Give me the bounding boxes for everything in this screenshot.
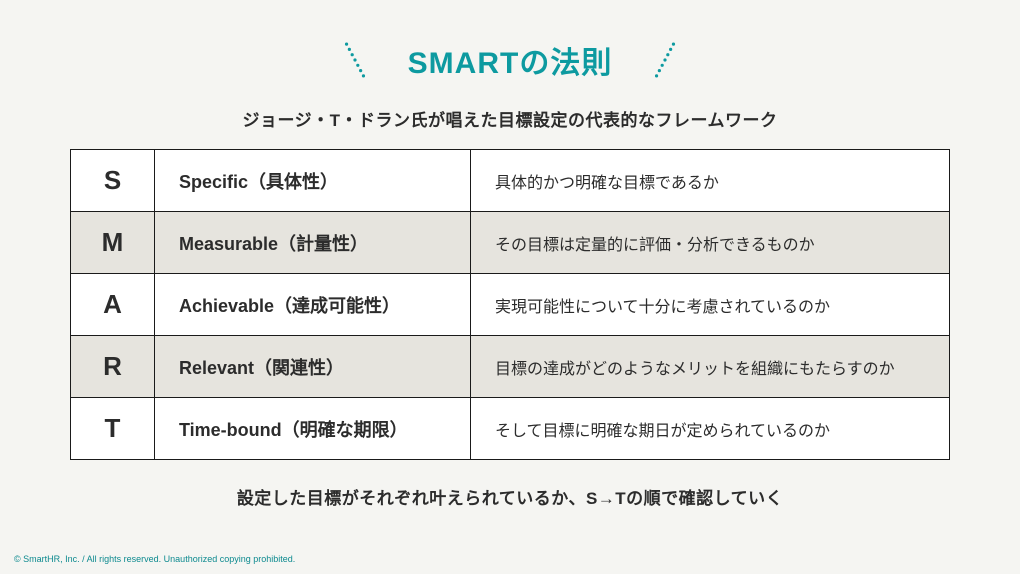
cell-description: 目標の達成がどのようなメリットを組織にもたらすのか — [471, 336, 950, 398]
cell-description: そして目標に明確な期日が定められているのか — [471, 398, 950, 460]
cell-term: Relevant（関連性） — [155, 336, 471, 398]
slide-root: SMARTの法則 ジョージ・T・ドラン氏が唱えた目標設定の代表的なフレームワーク… — [0, 0, 1020, 574]
decoration-dots-left-icon — [330, 39, 380, 81]
table-row: AAchievable（達成可能性）実現可能性について十分に考慮されているのか — [71, 274, 950, 336]
cell-description: 具体的かつ明確な目標であるか — [471, 150, 950, 212]
footer-note: 設定した目標がそれぞれ叶えられているか、S→Tの順で確認していく — [237, 484, 783, 509]
decoration-dots-right-icon — [640, 39, 690, 81]
copyright-text: © SmartHR, Inc. / All rights reserved. U… — [14, 554, 295, 564]
cell-letter: R — [71, 336, 155, 398]
smart-table-body: SSpecific（具体性）具体的かつ明確な目標であるかMMeasurable（… — [71, 150, 950, 460]
cell-description: その目標は定量的に評価・分析できるものか — [471, 212, 950, 274]
cell-letter: S — [71, 150, 155, 212]
cell-term: Time-bound（明確な期限） — [155, 398, 471, 460]
smart-table: SSpecific（具体性）具体的かつ明確な目標であるかMMeasurable（… — [70, 149, 950, 460]
cell-letter: A — [71, 274, 155, 336]
cell-letter: T — [71, 398, 155, 460]
table-row: TTime-bound（明確な期限）そして目標に明確な期日が定められているのか — [71, 398, 950, 460]
cell-term: Achievable（達成可能性） — [155, 274, 471, 336]
page-title: SMARTの法則 — [408, 38, 613, 82]
table-row: MMeasurable（計量性）その目標は定量的に評価・分析できるものか — [71, 212, 950, 274]
table-row: RRelevant（関連性）目標の達成がどのようなメリットを組織にもたらすのか — [71, 336, 950, 398]
title-row: SMARTの法則 — [330, 38, 691, 82]
cell-letter: M — [71, 212, 155, 274]
cell-term: Specific（具体性） — [155, 150, 471, 212]
cell-description: 実現可能性について十分に考慮されているのか — [471, 274, 950, 336]
table-row: SSpecific（具体性）具体的かつ明確な目標であるか — [71, 150, 950, 212]
cell-term: Measurable（計量性） — [155, 212, 471, 274]
subtitle-text: ジョージ・T・ドラン氏が唱えた目標設定の代表的なフレームワーク — [242, 106, 777, 131]
